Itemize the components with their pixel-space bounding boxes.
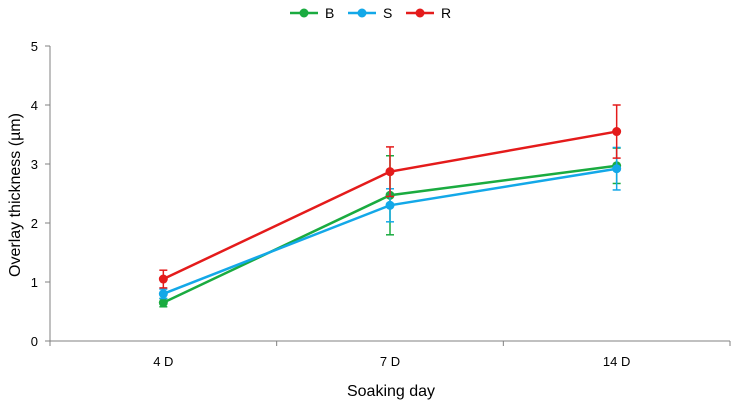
x-tick-label: 7 D (380, 354, 400, 369)
legend-label: S (383, 5, 392, 21)
legend-item-R: R (406, 5, 451, 21)
series-R (158, 104, 622, 289)
axes (49, 46, 730, 342)
y-tick-label: 5 (31, 39, 38, 54)
data-point (612, 164, 622, 174)
x-axis-label: Soaking day (347, 383, 435, 400)
y-tick-label: 1 (31, 275, 38, 290)
legend-swatch-marker (299, 8, 309, 18)
legend-label: R (441, 5, 451, 21)
data-point (385, 200, 395, 210)
series-group (158, 104, 622, 308)
y-tick-label: 4 (31, 98, 38, 113)
data-point (158, 274, 168, 284)
data-point (385, 167, 395, 177)
y-axis-label: Overlay thickness (µm) (7, 113, 24, 277)
data-point (158, 289, 168, 299)
legend-swatch-marker (357, 8, 367, 18)
legend-label: B (325, 5, 334, 21)
x-tick-label: 14 D (603, 354, 630, 369)
y-tick-label: 2 (31, 216, 38, 231)
x-axis-ticks: 4 D 7 D 14 D (49, 341, 731, 369)
legend-swatch-marker (415, 8, 425, 18)
y-tick-label: 3 (31, 157, 38, 172)
legend-item-B: B (290, 5, 334, 21)
y-tick-label: 0 (31, 334, 38, 349)
y-axis-ticks: 0 1 2 3 4 5 (31, 39, 50, 349)
data-point (612, 127, 622, 137)
legend-item-S: S (348, 5, 392, 21)
data-point (158, 298, 168, 308)
x-tick-label: 4 D (153, 354, 173, 369)
series-S (158, 146, 622, 300)
